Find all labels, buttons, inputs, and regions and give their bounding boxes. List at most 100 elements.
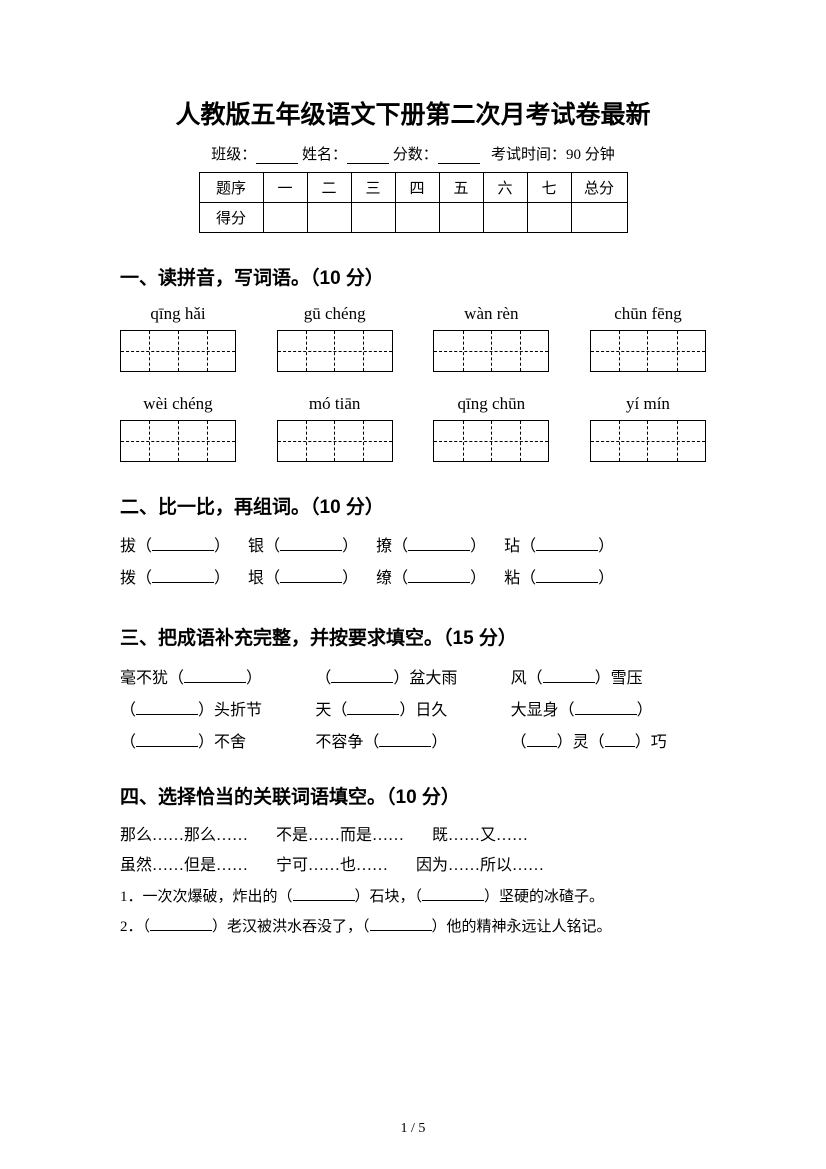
- char-box[interactable]: [277, 330, 393, 372]
- cell: 二: [307, 173, 351, 203]
- score-blank[interactable]: [438, 149, 480, 164]
- cell-blank[interactable]: [527, 203, 571, 233]
- blank[interactable]: [379, 746, 431, 747]
- table-row: 题序 一 二 三 四 五 六 七 总分: [199, 173, 627, 203]
- char-box[interactable]: [433, 330, 549, 372]
- question-1: 1．一次次爆破，炸出的（）石块，（）坚硬的冰碴子。: [120, 885, 706, 909]
- blank[interactable]: [184, 682, 246, 683]
- blank[interactable]: [536, 550, 598, 551]
- blank[interactable]: [331, 682, 393, 683]
- pinyin-label: qīng chūn: [433, 394, 549, 414]
- blank[interactable]: [408, 582, 470, 583]
- conj-option: 虽然……但是……: [120, 853, 248, 879]
- blank[interactable]: [536, 582, 598, 583]
- pinyin-label: wàn rèn: [433, 304, 549, 324]
- score-label: 分数：: [393, 147, 438, 163]
- conj-option: 宁可……也……: [276, 853, 388, 879]
- blank[interactable]: [543, 682, 595, 683]
- cell-blank[interactable]: [307, 203, 351, 233]
- cell-blank[interactable]: [351, 203, 395, 233]
- blank[interactable]: [347, 714, 399, 715]
- char-box[interactable]: [590, 330, 706, 372]
- char-box[interactable]: [590, 420, 706, 462]
- idiom-item: 不容争（）: [315, 728, 510, 752]
- blank[interactable]: [527, 746, 557, 747]
- idiom-item: 大显身（）: [511, 696, 706, 720]
- class-label: 班级：: [211, 147, 256, 163]
- compare-row-2: 拨（） 垠（） 缭（） 粘（）: [120, 565, 706, 593]
- page-number: 1 / 5: [0, 1121, 826, 1137]
- conj-option: 不是……而是……: [276, 823, 404, 849]
- cell: 七: [527, 173, 571, 203]
- cell-blank[interactable]: [395, 203, 439, 233]
- pinyin-label: mó tiān: [277, 394, 393, 414]
- idiom-item: （）灵（）巧: [511, 728, 706, 752]
- idiom-grid: 毫不犹（） （）盆大雨 风（）雪压 （）头折节 天（）日久 大显身（） （）不舍…: [120, 664, 706, 752]
- pinyin-label: chūn fēng: [590, 304, 706, 324]
- pinyin-label: yí mín: [590, 394, 706, 414]
- name-label: 姓名：: [302, 147, 347, 163]
- name-blank[interactable]: [347, 149, 389, 164]
- blank[interactable]: [293, 900, 355, 901]
- idiom-item: 天（）日久: [315, 696, 510, 720]
- cell: 四: [395, 173, 439, 203]
- idiom-item: 风（）雪压: [511, 664, 706, 688]
- cell-blank[interactable]: [571, 203, 627, 233]
- page-title: 人教版五年级语文下册第二次月考试卷最新: [120, 95, 706, 131]
- section-1-heading: 一、读拼音，写词语。（10 分）: [120, 263, 706, 290]
- conjunction-list: 那么……那么…… 不是……而是…… 既……又…… 虽然……但是…… 宁可……也……: [120, 823, 706, 879]
- blank[interactable]: [136, 746, 198, 747]
- cell-blank[interactable]: [439, 203, 483, 233]
- table-row: 得分: [199, 203, 627, 233]
- char: 拨: [120, 570, 136, 587]
- char: 玷: [504, 538, 520, 555]
- section-4-heading: 四、选择恰当的关联词语填空。（10 分）: [120, 782, 706, 809]
- idiom-item: 毫不犹（）: [120, 664, 315, 688]
- cell: 总分: [571, 173, 627, 203]
- char: 垠: [248, 570, 264, 587]
- idiom-item: （）盆大雨: [315, 664, 510, 688]
- pinyin-row-2: wèi chéng mó tiān qīng chūn yí mín: [120, 394, 706, 462]
- class-blank[interactable]: [256, 149, 298, 164]
- pinyin-label: qīng hǎi: [120, 304, 236, 324]
- question-2: 2．（）老汉被洪水吞没了，（）他的精神永远让人铭记。: [120, 915, 706, 939]
- time-label: 考试时间：90 分钟: [491, 147, 615, 163]
- blank[interactable]: [136, 714, 198, 715]
- meta-line: 班级： 姓名： 分数： 考试时间：90 分钟: [120, 143, 706, 164]
- char: 撩: [376, 538, 392, 555]
- cell: 五: [439, 173, 483, 203]
- blank[interactable]: [605, 746, 635, 747]
- cell: 一: [263, 173, 307, 203]
- blank[interactable]: [370, 930, 432, 931]
- blank[interactable]: [422, 900, 484, 901]
- conj-option: 因为……所以……: [416, 853, 544, 879]
- char: 粘: [504, 570, 520, 587]
- pinyin-row-1: qīng hǎi gū chéng wàn rèn chūn fēng: [120, 304, 706, 372]
- char-box[interactable]: [120, 330, 236, 372]
- idiom-item: （）头折节: [120, 696, 315, 720]
- char: 缭: [376, 570, 392, 587]
- blank[interactable]: [152, 550, 214, 551]
- char: 拔: [120, 538, 136, 555]
- blank[interactable]: [575, 714, 637, 715]
- blank[interactable]: [150, 930, 212, 931]
- blank[interactable]: [280, 582, 342, 583]
- cell-blank[interactable]: [483, 203, 527, 233]
- section-2-heading: 二、比一比，再组词。（10 分）: [120, 492, 706, 519]
- cell-label: 题序: [199, 173, 263, 203]
- pinyin-label: gū chéng: [277, 304, 393, 324]
- pinyin-label: wèi chéng: [120, 394, 236, 414]
- char-box[interactable]: [277, 420, 393, 462]
- cell-blank[interactable]: [263, 203, 307, 233]
- score-table: 题序 一 二 三 四 五 六 七 总分 得分: [199, 172, 628, 233]
- blank[interactable]: [152, 582, 214, 583]
- cell: 三: [351, 173, 395, 203]
- blank[interactable]: [280, 550, 342, 551]
- char-box[interactable]: [120, 420, 236, 462]
- conj-option: 既……又……: [432, 823, 528, 849]
- char-box[interactable]: [433, 420, 549, 462]
- cell-label: 得分: [199, 203, 263, 233]
- section-3-heading: 三、把成语补充完整，并按要求填空。（15 分）: [120, 623, 706, 650]
- blank[interactable]: [408, 550, 470, 551]
- idiom-item: （）不舍: [120, 728, 315, 752]
